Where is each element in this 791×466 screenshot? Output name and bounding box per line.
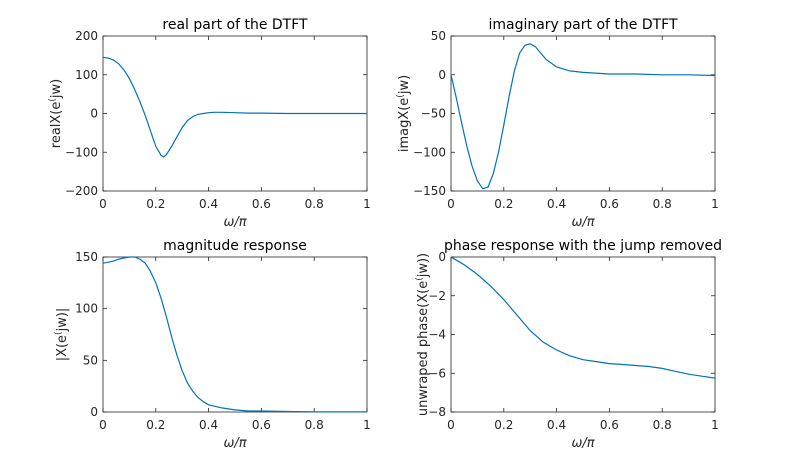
- chart-panel-1: 0 0.2 0.4 0.6 0.8 1 −200 −100 0 100 200 real part o…: [48, 17, 371, 230]
- x-tick-label: 0.8: [653, 418, 672, 432]
- series-line: [450, 256, 716, 379]
- series-line: [102, 256, 367, 413]
- y-tick-label: 200: [75, 29, 98, 43]
- x-tick-label: 0.6: [252, 418, 271, 432]
- x-tick-label: 0.2: [494, 418, 513, 432]
- x-tick-label: 0: [447, 418, 455, 432]
- x-axis-label: ω/π: [571, 436, 594, 451]
- y-tick-label: 0: [438, 68, 446, 82]
- x-tick-label: 0: [447, 197, 455, 211]
- y-tick-label: −100: [65, 145, 98, 159]
- x-tick-label: 0.2: [146, 418, 165, 432]
- series-line: [450, 43, 716, 190]
- y-tick-label: −2: [428, 289, 446, 303]
- x-axis-label: ω/π: [571, 215, 594, 230]
- y-axis-label: imagX(e(jw): [396, 75, 412, 152]
- y-tick-label: −100: [413, 145, 446, 159]
- x-tick-label: 0.4: [547, 418, 566, 432]
- chart-title: real part of the DTFT: [162, 17, 308, 33]
- x-tick-label: 1: [363, 418, 371, 432]
- x-tick-label: 0.4: [547, 197, 566, 211]
- y-tick-label: 0: [90, 405, 98, 419]
- y-axis-label: unwraped phase(X(e(jw)): [415, 253, 431, 416]
- y-tick-label: 50: [83, 353, 98, 367]
- x-tick-label: 0.6: [600, 418, 619, 432]
- y-tick-label: −50: [421, 107, 446, 121]
- x-tick-label: 1: [711, 197, 719, 211]
- x-tick-label: 0.8: [653, 197, 672, 211]
- y-tick-label: 0: [438, 250, 446, 264]
- chart-title: magnitude response: [163, 238, 307, 254]
- chart-panel-2: 0 0.2 0.4 0.6 0.8 1 −150 −100 −50 0 50 imaginary pa…: [396, 17, 719, 230]
- y-axis-label: |X(e(jw)|: [54, 308, 70, 362]
- y-tick-label: 100: [75, 68, 98, 82]
- x-tick-label: 0: [99, 418, 107, 432]
- x-tick-label: 0.6: [252, 197, 271, 211]
- y-tick-label: 0: [90, 107, 98, 121]
- y-tick-label: −4: [428, 328, 446, 342]
- y-tick-label: −200: [65, 184, 98, 198]
- plot-area-frame: [102, 256, 368, 413]
- plot-area-frame: [450, 35, 716, 192]
- x-tick-label: 0.8: [305, 418, 324, 432]
- x-tick-label: 0.2: [494, 197, 513, 211]
- plot-area-frame: [450, 256, 716, 413]
- y-tick-label: −150: [413, 184, 446, 198]
- y-tick-label: −8: [428, 405, 446, 419]
- x-tick-label: 1: [711, 418, 719, 432]
- x-tick-label: 0.6: [600, 197, 619, 211]
- x-tick-label: 0.8: [305, 197, 324, 211]
- y-tick-label: 50: [431, 29, 446, 43]
- y-tick-label: 150: [75, 250, 98, 264]
- x-tick-label: 0.2: [146, 197, 165, 211]
- chart-title: imaginary part of the DTFT: [488, 17, 677, 33]
- y-axis-label: realX(e(jw): [48, 79, 64, 148]
- x-axis-label: ω/π: [223, 215, 246, 230]
- chart-panel-3: 0 0.2 0.4 0.6 0.8 1 0 50 100 150 magnitude respons…: [54, 238, 371, 451]
- y-tick-label: −6: [428, 366, 446, 380]
- x-tick-label: 0.4: [199, 418, 218, 432]
- y-tick-label: 100: [75, 302, 98, 316]
- x-axis-label: ω/π: [223, 436, 246, 451]
- x-tick-label: 0.4: [199, 197, 218, 211]
- chart-title: phase response with the jump removed: [444, 238, 722, 254]
- series-line: [102, 56, 367, 158]
- x-tick-label: 0: [99, 197, 107, 211]
- x-tick-label: 1: [363, 197, 371, 211]
